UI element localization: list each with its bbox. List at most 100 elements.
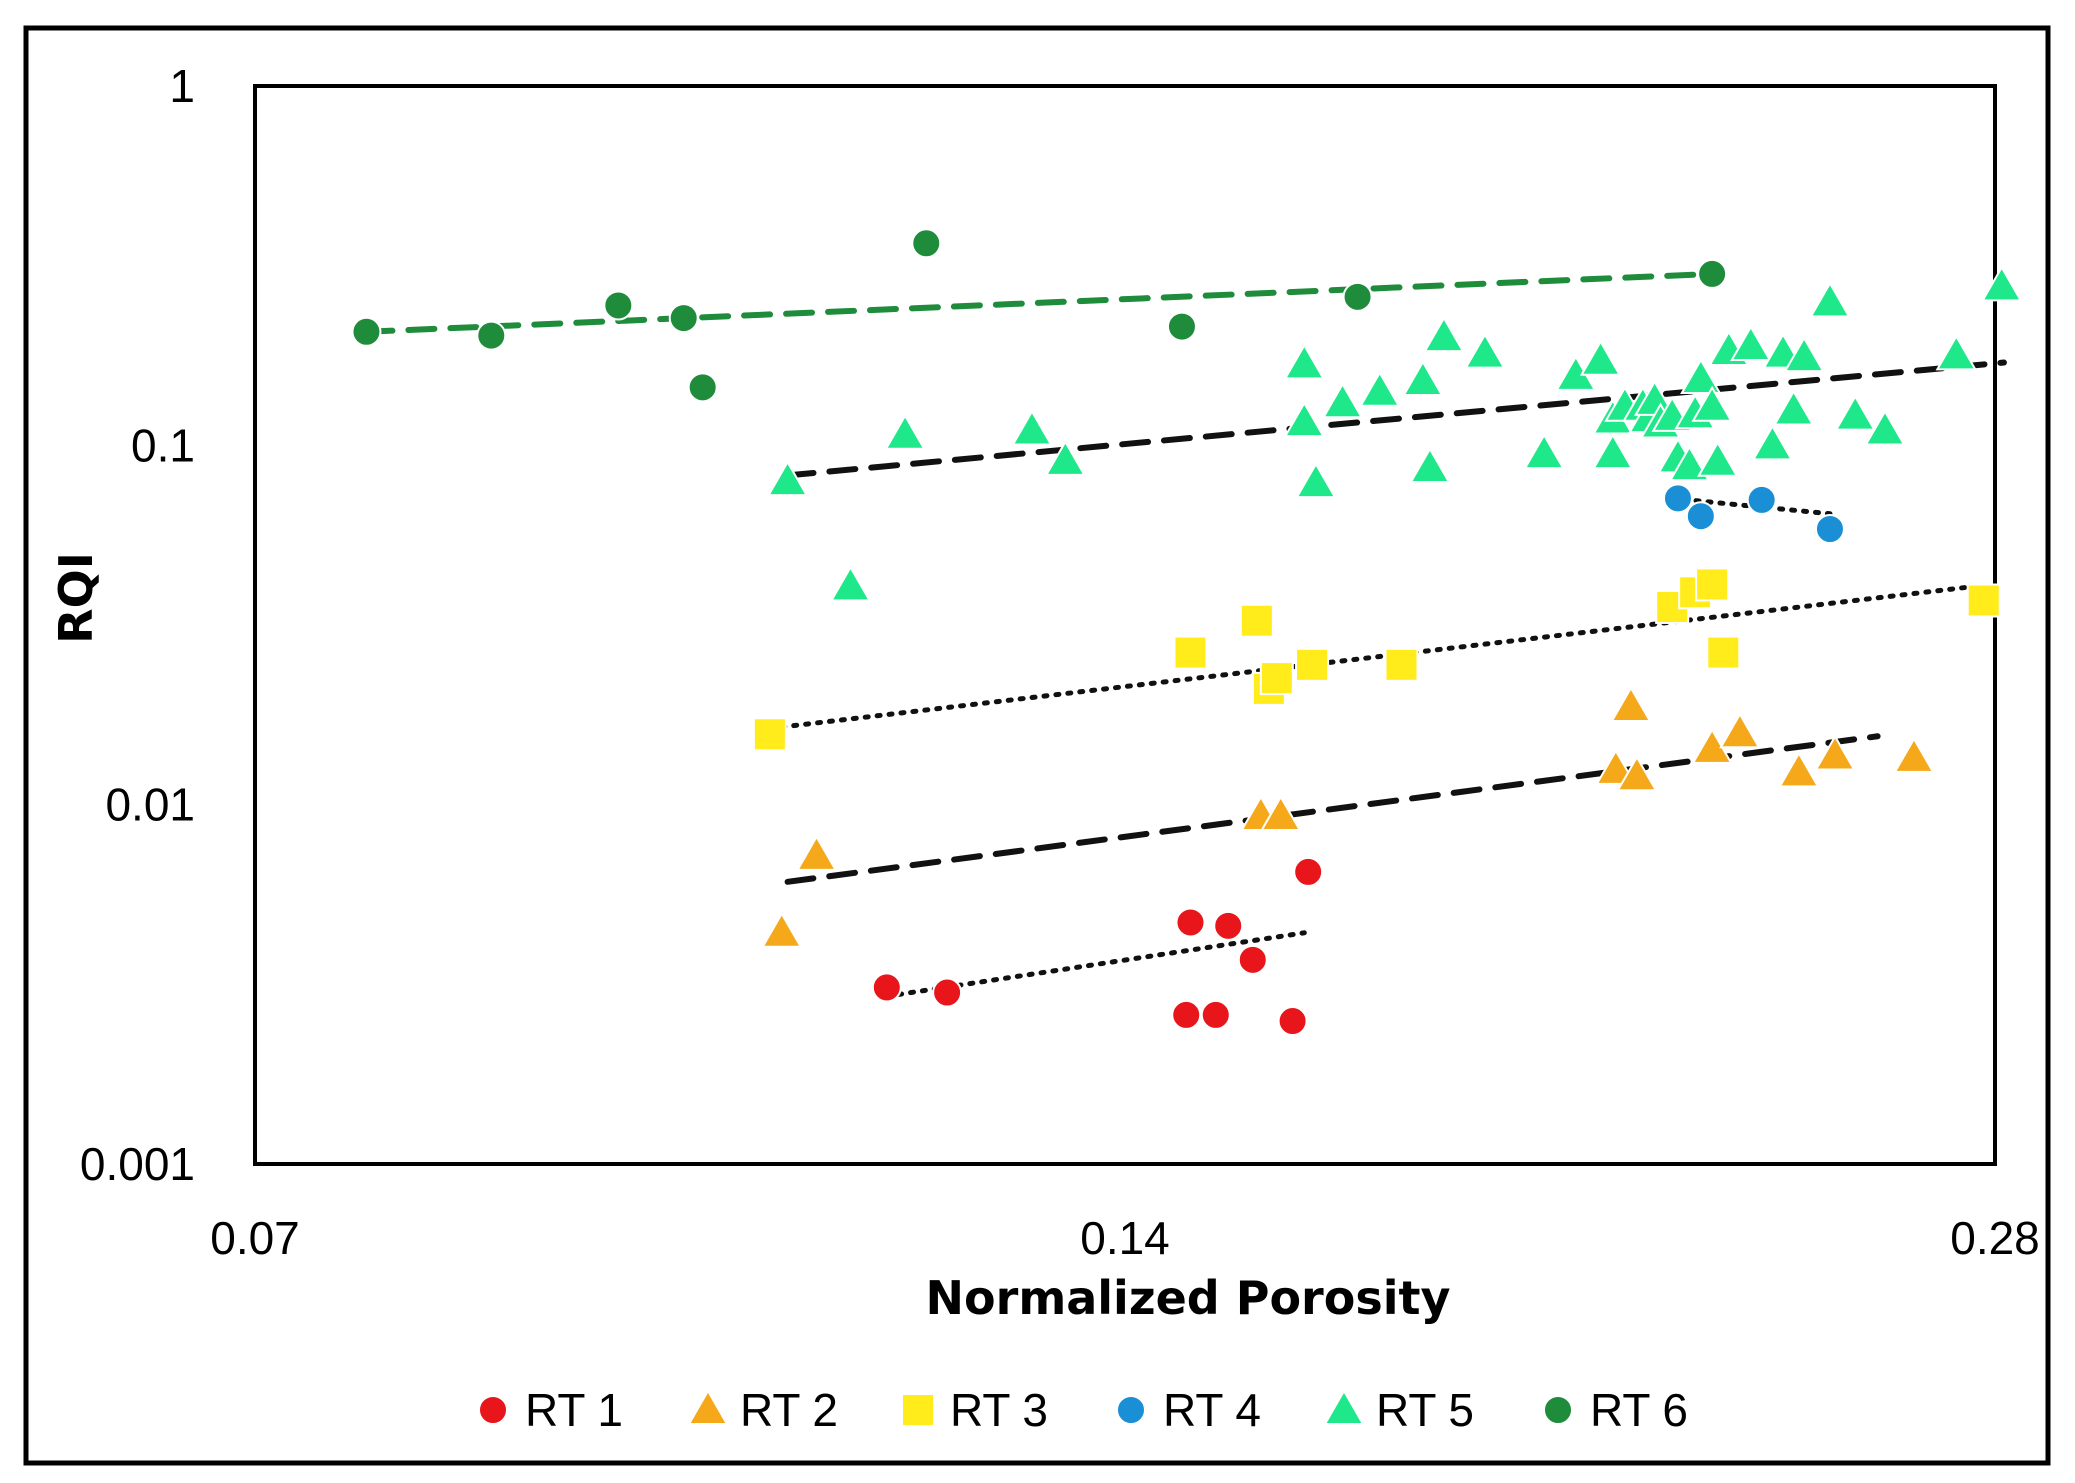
rt-4-series xyxy=(1662,483,1845,545)
rt-4-point xyxy=(1746,484,1777,515)
rt-5-point xyxy=(1283,401,1326,438)
rt-2-point xyxy=(1610,685,1652,722)
rt-5-series xyxy=(766,265,2023,602)
rt-1-point xyxy=(1175,907,1206,938)
y-axis-title: RQI xyxy=(49,552,103,644)
x-tick-label: 0.14 xyxy=(1080,1212,1170,1264)
legend-item-rt-1: RT 1 xyxy=(478,1384,623,1436)
rt-2-point xyxy=(1893,736,1935,773)
rt-6-point xyxy=(351,316,382,347)
x-axis-title: Normalized Porosity xyxy=(926,1271,1451,1325)
rt-3-point xyxy=(1706,635,1741,670)
rt-6-series xyxy=(351,228,1728,403)
rt-5-point xyxy=(1696,440,1739,477)
rt-5-point xyxy=(1523,433,1565,470)
rt-3-trendline xyxy=(767,583,1978,731)
rt-3-point xyxy=(1966,583,2001,618)
y-tick-label: 0.001 xyxy=(80,1138,195,1190)
rt-5-point xyxy=(1864,409,1906,446)
rt-3-point xyxy=(1384,647,1419,682)
rt-2-point xyxy=(1616,755,1658,792)
y-axis-tick-labels: 0.001 0.01 0.1 1 xyxy=(80,60,195,1190)
rt-1-point xyxy=(871,972,902,1003)
rt-5-point xyxy=(884,413,926,450)
rt-3-series xyxy=(752,567,2001,752)
rt-5-point xyxy=(1809,281,1851,318)
rt-1-point xyxy=(1213,910,1244,941)
rt-6-point xyxy=(687,372,718,403)
x-axis-tick-labels: 0.07 0.14 0.28 xyxy=(210,1212,2040,1264)
rt-5-point xyxy=(1730,324,1772,361)
rt-5-point xyxy=(1772,389,1815,426)
rt-5-point xyxy=(1011,409,1053,446)
rt-2-trendline xyxy=(784,733,1881,885)
rt-3-point xyxy=(1695,567,1730,602)
legend-label: RT 1 xyxy=(525,1384,623,1436)
rt-5-point xyxy=(1295,462,1337,499)
rt-5-point xyxy=(1283,343,1326,380)
rt-5-point xyxy=(1409,446,1451,483)
rt-5-point xyxy=(1783,336,1825,373)
rt-6-trendline xyxy=(363,270,1716,335)
rt-3-point xyxy=(1173,635,1208,670)
y-tick-label: 0.1 xyxy=(131,419,195,471)
rt-5-point xyxy=(1358,370,1401,407)
rt-5-point xyxy=(766,460,809,497)
rt-3-point xyxy=(1259,661,1294,696)
rt-5-point xyxy=(1980,265,2023,302)
legend: RT 1 RT 2 RT 3 RT 4 RT 5 RT 6 xyxy=(478,1384,1688,1436)
legend-item-rt-4: RT 4 xyxy=(1116,1384,1261,1436)
rt-4-point xyxy=(1685,501,1716,532)
y-tick-label: 1 xyxy=(169,60,195,112)
legend-marker-rt-6 xyxy=(1543,1395,1573,1425)
rt-5-point xyxy=(1321,382,1364,419)
rt-5-point xyxy=(1834,394,1876,431)
legend-label: RT 2 xyxy=(740,1384,838,1436)
legend-item-rt-2: RT 2 xyxy=(687,1384,838,1436)
rt-1-point xyxy=(1200,999,1231,1030)
rt-6-point xyxy=(1166,311,1197,342)
rt-4-point xyxy=(1662,483,1693,514)
rt-2-series xyxy=(760,685,1935,948)
rt-6-point xyxy=(668,303,699,334)
rt-1-series xyxy=(871,856,1324,1037)
rt-2-point xyxy=(1260,794,1302,831)
data-markers xyxy=(351,228,2023,1037)
legend-marker-rt-5 xyxy=(1323,1388,1365,1425)
rt-1-point xyxy=(1277,1006,1308,1037)
legend-label: RT 4 xyxy=(1163,1384,1261,1436)
rt-3-point xyxy=(752,717,787,752)
legend-item-rt-6: RT 6 xyxy=(1543,1384,1688,1436)
rt-4-point xyxy=(1814,514,1845,545)
legend-item-rt-3: RT 3 xyxy=(901,1384,1048,1436)
rt-2-point xyxy=(760,911,803,948)
rt-2-point xyxy=(1719,712,1761,749)
rt-1-point xyxy=(1237,944,1268,975)
rt-5-point xyxy=(1751,424,1794,461)
rt-6-point xyxy=(1342,281,1373,312)
rt-5-point xyxy=(1402,360,1444,397)
rt-5-point xyxy=(1668,445,1711,482)
rt-3-point xyxy=(1295,647,1330,682)
y-tick-label: 0.01 xyxy=(105,779,195,831)
rt-6-point xyxy=(911,228,942,259)
rt-1-point xyxy=(1293,856,1324,887)
legend-marker-rt-4 xyxy=(1116,1395,1146,1425)
rt-2-point xyxy=(1778,751,1820,788)
legend-label: RT 5 xyxy=(1376,1384,1474,1436)
rt-5-point xyxy=(1691,385,1733,422)
legend-marker-rt-3 xyxy=(901,1393,935,1427)
rt-3-point xyxy=(1239,603,1274,638)
x-tick-label: 0.07 xyxy=(210,1212,300,1264)
rt-2-point xyxy=(1814,734,1856,771)
legend-marker-rt-2 xyxy=(687,1388,729,1425)
rt-5-point xyxy=(1680,357,1722,394)
rt-5-trendline xyxy=(784,359,2007,479)
rt-2-point xyxy=(795,834,838,871)
rt-4-trendline xyxy=(1669,495,1833,517)
x-tick-label: 0.28 xyxy=(1950,1212,2040,1264)
plot-area xyxy=(253,84,1997,1166)
rt-6-point xyxy=(603,290,634,321)
rt-6-point xyxy=(1697,258,1728,289)
